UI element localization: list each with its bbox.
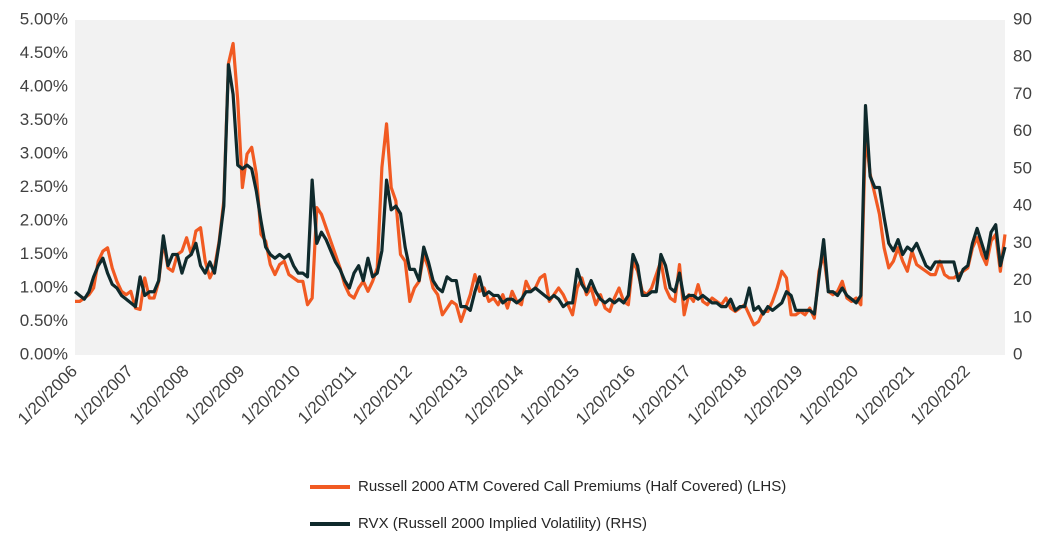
series-line (75, 41, 1007, 327)
x-tick-label: 1/20/2013 (405, 362, 472, 429)
x-tick-label: 1/20/2012 (349, 362, 416, 429)
y-tick-label: 5.00% (20, 9, 68, 28)
x-tick-label: 1/20/2014 (460, 362, 527, 429)
y2-tick-label: 50 (1013, 158, 1032, 177)
y-tick-label: 0.00% (20, 344, 68, 363)
y-tick-label: 3.00% (20, 143, 68, 162)
y2-tick-label: 20 (1013, 270, 1032, 289)
y-tick-label: 1.00% (20, 277, 68, 296)
y-tick-label: 2.50% (20, 177, 68, 196)
series-line (74, 63, 1007, 316)
x-tick-label: 1/20/2022 (907, 362, 974, 429)
x-tick-label: 1/20/2017 (628, 362, 695, 429)
x-tick-label: 1/20/2010 (237, 362, 304, 429)
x-tick-label: 1/20/2007 (70, 362, 137, 429)
y2-tick-label: 40 (1013, 196, 1032, 215)
y2-tick-label: 90 (1013, 9, 1032, 28)
y-tick-label: 0.50% (20, 311, 68, 330)
x-tick-label: 1/20/2006 (14, 362, 81, 429)
x-tick-label: 1/20/2018 (684, 362, 751, 429)
legend-label: RVX (Russell 2000 Implied Volatility) (R… (358, 515, 647, 532)
y2-tick-label: 30 (1013, 233, 1032, 252)
x-tick-label: 1/20/2009 (181, 362, 248, 429)
y-tick-label: 1.50% (20, 244, 68, 263)
x-tick-label: 1/20/2008 (126, 362, 193, 429)
x-tick-label: 1/20/2021 (851, 362, 918, 429)
y2-tick-label: 80 (1013, 47, 1032, 66)
x-tick-label: 1/20/2016 (572, 362, 639, 429)
y2-tick-label: 10 (1013, 307, 1032, 326)
y2-tick-label: 70 (1013, 84, 1032, 103)
x-tick-label: 1/20/2020 (795, 362, 862, 429)
legend-label: Russell 2000 ATM Covered Call Premiums (… (358, 478, 786, 495)
x-tick-label: 1/20/2019 (739, 362, 806, 429)
y-tick-label: 2.00% (20, 210, 68, 229)
y-tick-label: 4.00% (20, 76, 68, 95)
y-tick-label: 3.50% (20, 110, 68, 129)
x-tick-label: 1/20/2011 (294, 362, 360, 428)
y2-tick-label: 0 (1013, 344, 1022, 363)
y2-tick-label: 60 (1013, 121, 1032, 140)
x-tick-label: 1/20/2015 (516, 362, 583, 429)
y-tick-label: 4.50% (20, 43, 68, 62)
